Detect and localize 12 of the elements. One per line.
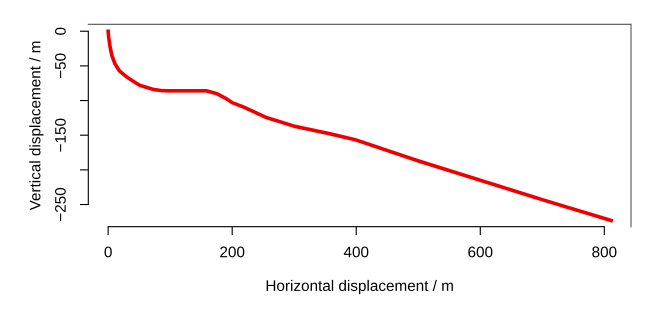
- x-tick-label: 400: [344, 246, 368, 258]
- x-tick-label: 0: [104, 246, 112, 258]
- x-tick-label: 200: [220, 246, 244, 258]
- y-tick-label: −50: [55, 54, 66, 78]
- y-tick-label: −250: [55, 188, 66, 221]
- line-series: [106, 29, 613, 222]
- y-axis-title: Vertical displacement / m: [29, 42, 44, 210]
- x-tick-label: 800: [592, 246, 616, 258]
- x-axis-title: Horizontal displacement / m: [266, 280, 453, 294]
- x-tick-label: 600: [468, 246, 492, 258]
- y-tick-label: 0: [55, 28, 66, 35]
- y-tick-label: −150: [55, 118, 66, 152]
